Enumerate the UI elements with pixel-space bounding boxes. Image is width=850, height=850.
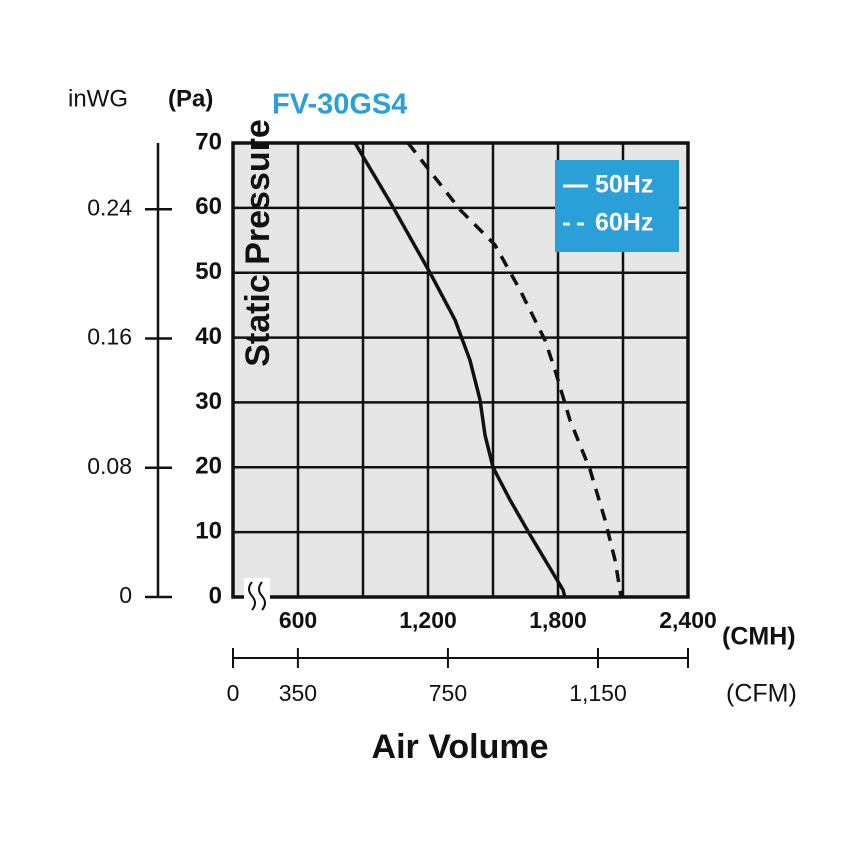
x2-tick-label: 750	[429, 680, 467, 706]
plot-frame	[231, 141, 690, 599]
y-axis-title: Static Pressure	[239, 119, 277, 367]
break-wave	[248, 581, 256, 611]
y-tick-label: 10	[195, 517, 222, 544]
y-tick-label: 50	[195, 258, 222, 285]
legend-label: 60Hz	[595, 209, 653, 237]
y2-tick-label: 0.16	[87, 324, 132, 350]
break-mask	[244, 578, 270, 612]
y-tick-label: 30	[195, 388, 222, 415]
x2-tick-label: 1,150	[569, 680, 627, 706]
legend-box	[555, 160, 679, 252]
series	[353, 141, 623, 598]
break-wave	[258, 581, 266, 611]
y2-tick-label: 0.24	[87, 194, 132, 220]
chart-title: FV-30GS4	[272, 89, 407, 121]
legend-label: 50Hz	[595, 171, 653, 199]
y-tick-label: 0	[209, 582, 222, 609]
y2-tick-label: 0.08	[87, 453, 132, 479]
legend: 50Hz 60Hz	[555, 160, 679, 252]
y-tick-label: 70	[195, 128, 222, 155]
x2-unit-label: (CFM)	[726, 680, 797, 708]
y-tick-label: 60	[195, 193, 222, 220]
series-line	[406, 141, 623, 598]
y-unit-label: (Pa)	[168, 85, 213, 112]
y2-tick-label: 0	[119, 582, 132, 608]
x-axis-title: Air Volume	[372, 728, 549, 766]
x2-tick-label: 350	[279, 680, 317, 706]
y2-unit-label: inWG	[68, 85, 128, 112]
axis-break	[244, 578, 270, 612]
x-tick-label: 2,400	[659, 607, 717, 633]
y-tick-label: 20	[195, 453, 222, 480]
x-tick-label: 600	[279, 607, 317, 633]
x-tick-label: 1,200	[399, 607, 457, 633]
y-tick-label: 40	[195, 323, 222, 350]
series-line	[353, 142, 567, 598]
x2-tick-label: 0	[227, 680, 240, 706]
x-unit-label: (CMH)	[722, 623, 796, 651]
x-tick-label: 1,800	[529, 607, 587, 633]
